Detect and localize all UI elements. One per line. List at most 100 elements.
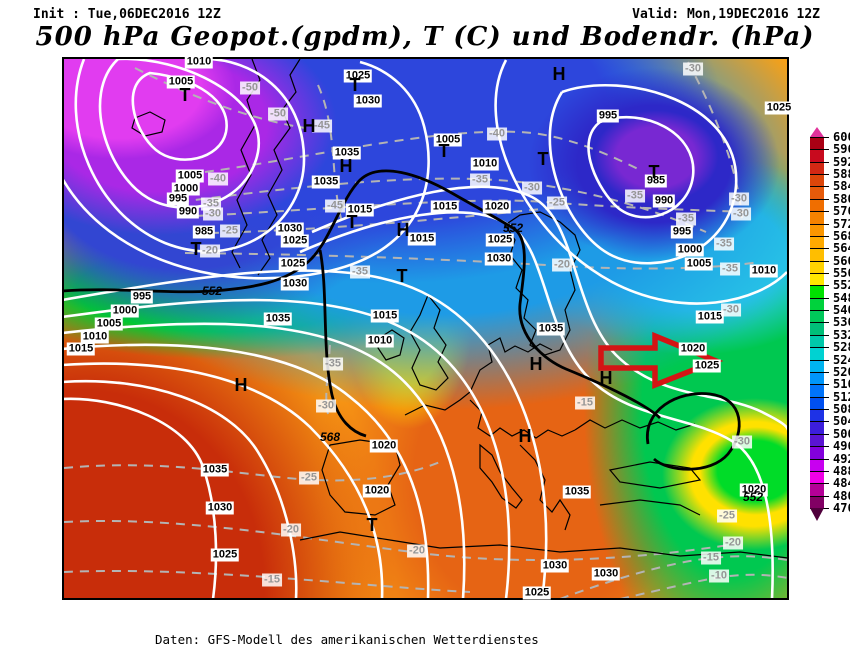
- pressure-center-label: H: [234, 375, 248, 395]
- valid-time-label: Valid: Mon,19DEC2016 12Z: [632, 7, 820, 22]
- temp-label: -30: [731, 207, 751, 221]
- pressure-label: 1010: [184, 55, 214, 69]
- colorbar-patch: [810, 334, 824, 348]
- pressure-label: 995: [596, 109, 620, 123]
- temp-label: -30: [316, 399, 336, 413]
- colorbar-tick: [810, 483, 829, 485]
- pressure-label: 1035: [263, 312, 293, 326]
- colorbar-tick: [810, 409, 829, 411]
- pressure-label: 1015: [430, 200, 460, 214]
- pressure-center-label: T: [537, 149, 549, 169]
- pressure-center-label: H: [599, 368, 613, 388]
- pressure-label: 1000: [110, 304, 140, 318]
- colorbar-tick: [810, 174, 829, 176]
- geopot-label: 552: [502, 221, 524, 235]
- colorbar-patch: [810, 458, 824, 471]
- colorbar-label: 564: [833, 241, 850, 256]
- pressure-label: 1025: [522, 586, 552, 600]
- colorbar-patch: [810, 310, 824, 323]
- colorbar-tick: [810, 310, 829, 312]
- footer-credits: Daten: GFS-Modell des amerikanischen Wet…: [155, 605, 539, 657]
- temp-label: -45: [325, 199, 345, 213]
- pressure-center-label: H: [552, 64, 566, 84]
- pressure-label: 1020: [739, 483, 769, 497]
- pressure-label: 995: [670, 225, 694, 239]
- colorbar-patch: [810, 186, 824, 199]
- colorbar-patch: [810, 211, 824, 224]
- colorbar-label: 572: [833, 216, 850, 231]
- pressure-label: 1035: [311, 175, 341, 189]
- colorbar-tick: [810, 384, 829, 386]
- colorbar-label: 528: [833, 340, 850, 355]
- pressure-label: 1015: [370, 309, 400, 323]
- colorbar-tick: [810, 260, 829, 262]
- colorbar-patch: [810, 137, 824, 150]
- colorbar-label: 520: [833, 364, 850, 379]
- colorbar-label: 552: [833, 278, 850, 293]
- pressure-center-label: T: [396, 266, 408, 286]
- pressure-center-label: H: [302, 116, 316, 136]
- temp-label: -50: [240, 81, 260, 95]
- colorbar-patch: [810, 223, 824, 236]
- colorbar-label: 588: [833, 167, 850, 182]
- pressure-label: 1020: [369, 439, 399, 453]
- pressure-center-label: T: [438, 141, 450, 161]
- pressure-label: 990: [652, 194, 676, 208]
- pressure-center-label: T: [346, 212, 358, 232]
- pressure-label: 1010: [470, 157, 500, 171]
- colorbar: 6005965925885845805765725685645605565525…: [810, 127, 850, 535]
- pressure-label: 1020: [678, 342, 708, 356]
- pressure-center-label: H: [339, 156, 353, 176]
- pressure-label: 995: [130, 290, 154, 304]
- colorbar-patch: [810, 347, 824, 360]
- temp-label: -20: [281, 523, 301, 537]
- pressure-center-label: H: [518, 426, 532, 446]
- pressure-label: 1025: [278, 257, 308, 271]
- pressure-center-label: T: [648, 162, 660, 182]
- colorbar-patch: [810, 483, 824, 496]
- colorbar-tick: [810, 285, 829, 287]
- pressure-label: 1025: [280, 234, 310, 248]
- colorbar-patch: [810, 433, 824, 447]
- colorbar-patch: [810, 161, 824, 175]
- colorbar-patch: [810, 371, 824, 385]
- geopot-label: 552: [201, 284, 223, 298]
- pressure-label: 1025: [485, 233, 515, 247]
- colorbar-tick: [810, 421, 829, 423]
- colorbar-patch: [810, 409, 824, 422]
- temp-label: -30: [203, 207, 223, 221]
- colorbar-label: 492: [833, 451, 850, 466]
- colorbar-label: 600: [833, 130, 850, 144]
- colorbar-label: 476: [833, 500, 850, 515]
- pressure-label: 985: [192, 225, 216, 239]
- pressure-label: 1025: [343, 69, 373, 83]
- colorbar-patch: [810, 384, 824, 397]
- colorbar-patch: [810, 470, 824, 484]
- pressure-label: 1020: [362, 484, 392, 498]
- colorbar-patch: [810, 495, 824, 508]
- pressure-label: 1000: [171, 182, 201, 196]
- temp-label: -25: [299, 471, 319, 485]
- colorbar-patch: [810, 235, 824, 249]
- temp-label: -50: [268, 107, 288, 121]
- colorbar-patch: [810, 421, 824, 434]
- colorbar-tick: [810, 273, 829, 275]
- colorbar-tick: [810, 433, 829, 435]
- colorbar-label: 496: [833, 439, 850, 454]
- temp-label: -25: [547, 196, 567, 210]
- pressure-label: 1025: [764, 101, 794, 115]
- colorbar-tick: [810, 470, 829, 472]
- temp-label: -30: [721, 303, 741, 317]
- pressure-label: 1035: [200, 463, 230, 477]
- colorbar-tick: [810, 149, 829, 151]
- pressure-label: 995: [166, 192, 190, 206]
- colorbar-tick: [810, 211, 829, 213]
- colorbar-tick: [810, 297, 829, 299]
- colorbar-patch: [810, 322, 824, 335]
- pressure-label: 985: [644, 174, 668, 188]
- pressure-label: 1000: [675, 243, 705, 257]
- temp-label: -35: [201, 197, 221, 211]
- colorbar-patch: [810, 273, 824, 286]
- colorbar-label: 536: [833, 315, 850, 330]
